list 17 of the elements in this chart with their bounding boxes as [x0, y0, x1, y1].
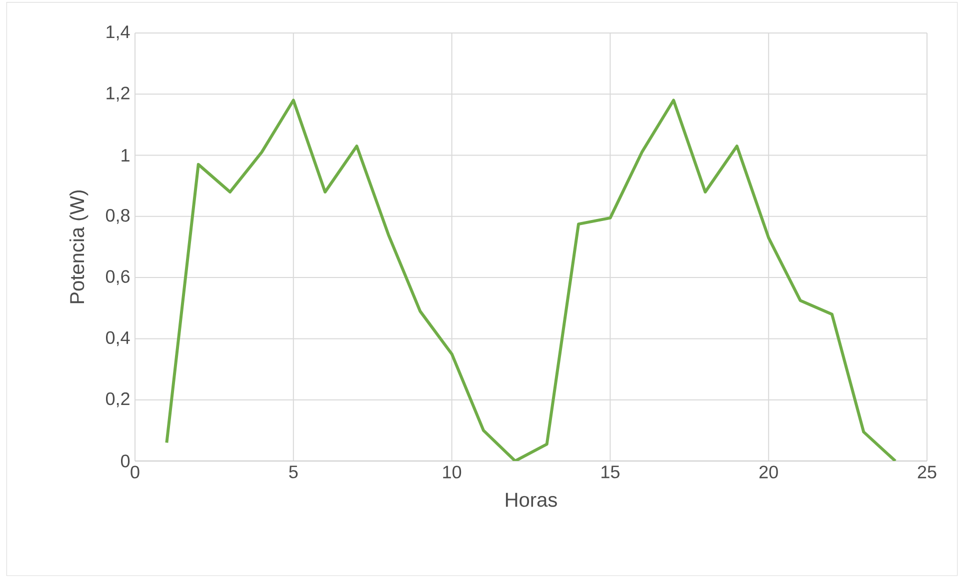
y-tick-label: 0,6 [106, 270, 130, 285]
y-tick-label: 0,4 [106, 331, 130, 346]
y-tick-label: 0,8 [106, 208, 130, 224]
y-tick-label: 0 [121, 454, 130, 468]
x-tick-label: 10 [443, 466, 462, 478]
x-tick-label: 25 [918, 466, 936, 478]
y-tick-label: 0,2 [106, 392, 130, 408]
x-axis-title: Horas [506, 492, 557, 507]
y-tick-label: 1,2 [106, 86, 130, 102]
x-tick-label: 5 [289, 466, 298, 478]
x-tick-label: 0 [130, 466, 140, 478]
y-tick-label: 1 [122, 149, 130, 162]
x-tick-label: 15 [602, 466, 620, 478]
x-tick-label: 20 [759, 466, 778, 478]
y-tick-label: 1,4 [106, 26, 130, 40]
y-axis-title: Potencia (W) [69, 190, 88, 304]
line-series [165, 98, 897, 461]
